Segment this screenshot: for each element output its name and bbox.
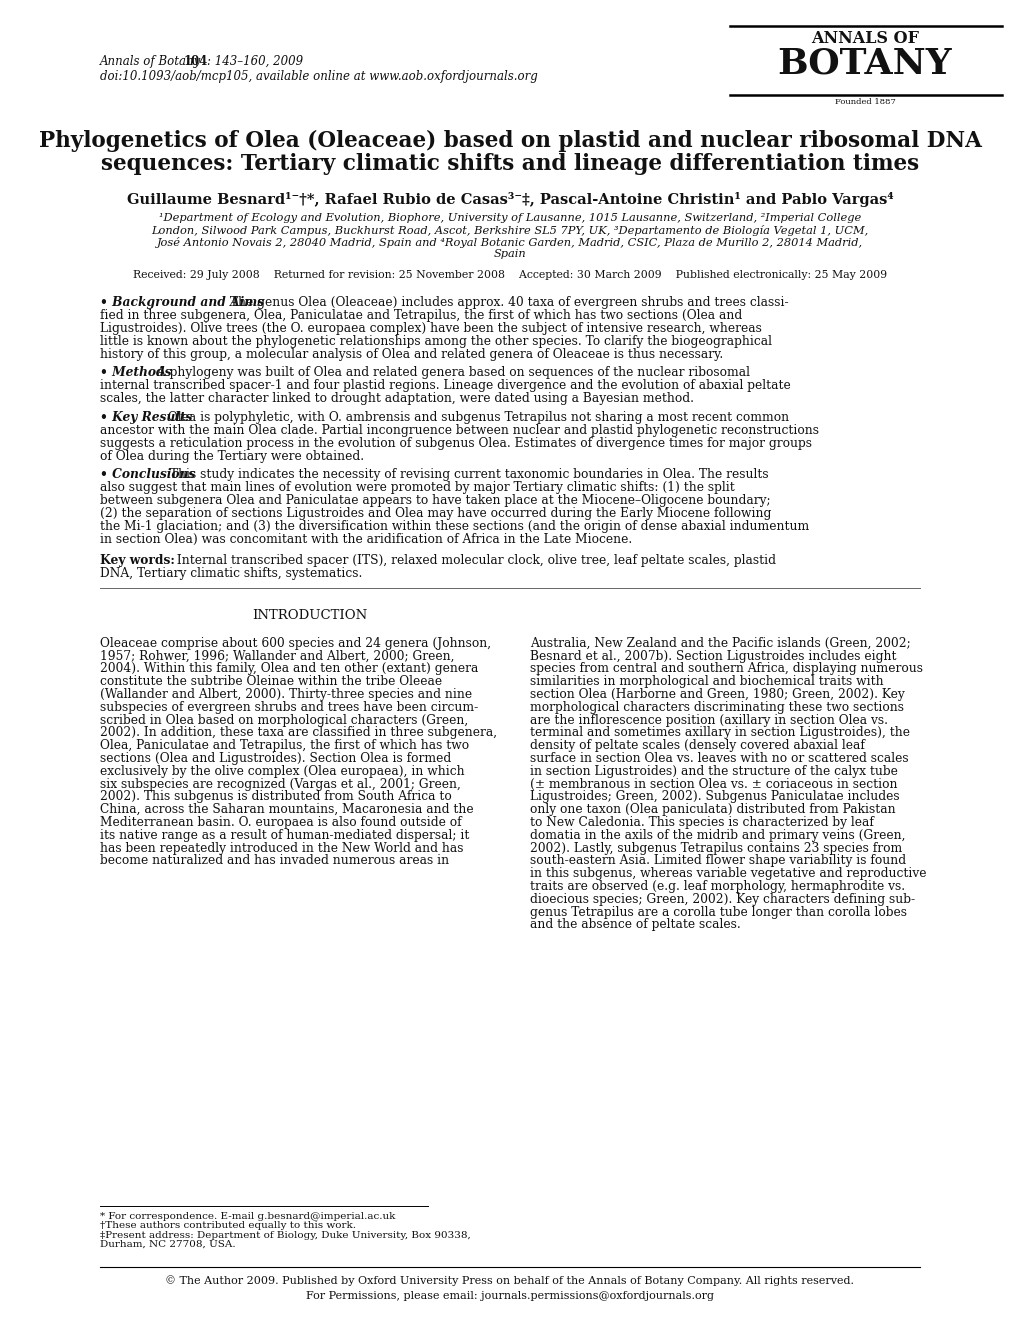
Text: genus Tetrapilus are a corolla tube longer than corolla lobes: genus Tetrapilus are a corolla tube long…: [530, 906, 907, 918]
Text: Besnard et al., 2007b). Section Ligustroides includes eight: Besnard et al., 2007b). Section Ligustro…: [530, 649, 896, 662]
Text: fied in three subgenera, Olea, Paniculatae and Tetrapilus, the first of which ha: fied in three subgenera, Olea, Paniculat…: [100, 309, 742, 321]
Text: suggests a reticulation process in the evolution of subgenus Olea. Estimates of : suggests a reticulation process in the e…: [100, 436, 811, 449]
Text: Key words:: Key words:: [100, 553, 174, 566]
Text: ancestor with the main Olea clade. Partial incongruence between nuclear and plas: ancestor with the main Olea clade. Parti…: [100, 424, 818, 436]
Text: ¹Department of Ecology and Evolution, Biophore, University of Lausanne, 1015 Lau: ¹Department of Ecology and Evolution, Bi…: [159, 213, 860, 223]
Text: has been repeatedly introduced in the New World and has: has been repeatedly introduced in the Ne…: [100, 842, 463, 855]
Text: BOTANY: BOTANY: [776, 47, 952, 82]
Text: 2002). Lastly, subgenus Tetrapilus contains 23 species from: 2002). Lastly, subgenus Tetrapilus conta…: [530, 842, 902, 855]
Text: : 143–160, 2009: : 143–160, 2009: [207, 55, 303, 68]
Text: and the absence of peltate scales.: and the absence of peltate scales.: [530, 918, 741, 931]
Text: (2) the separation of sections Ligustroides and Olea may have occurred during th: (2) the separation of sections Ligustroi…: [100, 507, 770, 520]
Text: exclusively by the olive complex (Olea europaea), in which: exclusively by the olive complex (Olea e…: [100, 765, 464, 778]
Text: Durham, NC 27708, USA.: Durham, NC 27708, USA.: [100, 1241, 235, 1249]
Text: ‡Present address: Department of Biology, Duke University, Box 90338,: ‡Present address: Department of Biology,…: [100, 1230, 470, 1239]
Text: A phylogeny was built of Olea and related genera based on sequences of the nucle: A phylogeny was built of Olea and relate…: [153, 366, 749, 379]
Text: 1957; Rohwer, 1996; Wallander and Albert, 2000; Green,: 1957; Rohwer, 1996; Wallander and Albert…: [100, 649, 454, 662]
Text: This study indicates the necessity of revising current taxonomic boundaries in O: This study indicates the necessity of re…: [166, 468, 768, 481]
Text: similarities in morphological and biochemical traits with: similarities in morphological and bioche…: [530, 676, 883, 689]
Text: Guillaume Besnard¹⁻†*, Rafael Rubio de Casas³⁻‡, Pascal-Antoine Christin¹ and Pa: Guillaume Besnard¹⁻†*, Rafael Rubio de C…: [126, 192, 893, 207]
Text: • Key Results: • Key Results: [100, 411, 193, 424]
Text: 2002). This subgenus is distributed from South Africa to: 2002). This subgenus is distributed from…: [100, 790, 451, 803]
Text: the Mi-1 glaciation; and (3) the diversification within these sections (and the : the Mi-1 glaciation; and (3) the diversi…: [100, 520, 808, 533]
Text: in section Olea) was concomitant with the aridification of Africa in the Late Mi: in section Olea) was concomitant with th…: [100, 533, 632, 545]
Text: sequences: Tertiary climatic shifts and lineage differentiation times: sequences: Tertiary climatic shifts and …: [101, 153, 918, 175]
Text: history of this group, a molecular analysis of Olea and related genera of Oleace: history of this group, a molecular analy…: [100, 348, 722, 361]
Text: Ligustroides; Green, 2002). Subgenus Paniculatae includes: Ligustroides; Green, 2002). Subgenus Pan…: [530, 790, 899, 803]
Text: London, Silwood Park Campus, Buckhurst Road, Ascot, Berkshire SL5 7PY, UK, ³Depa: London, Silwood Park Campus, Buckhurst R…: [151, 225, 868, 236]
Text: doi:10.1093/aob/mcp105, available online at www.aob.oxfordjournals.org: doi:10.1093/aob/mcp105, available online…: [100, 70, 537, 83]
Text: surface in section Olea vs. leaves with no or scattered scales: surface in section Olea vs. leaves with …: [530, 752, 908, 765]
Text: 2004). Within this family, Olea and ten other (extant) genera: 2004). Within this family, Olea and ten …: [100, 662, 478, 676]
Text: (Wallander and Albert, 2000). Thirty-three species and nine: (Wallander and Albert, 2000). Thirty-thr…: [100, 687, 472, 701]
Text: José Antonio Novais 2, 28040 Madrid, Spain and ⁴Royal Botanic Garden, Madrid, CS: José Antonio Novais 2, 28040 Madrid, Spa…: [157, 237, 862, 248]
Text: INTRODUCTION: INTRODUCTION: [253, 608, 367, 622]
Text: Mediterranean basin. O. europaea is also found outside of: Mediterranean basin. O. europaea is also…: [100, 817, 462, 828]
Text: constitute the subtribe Oleinae within the tribe Oleeae: constitute the subtribe Oleinae within t…: [100, 676, 441, 689]
Text: 104: 104: [183, 55, 208, 68]
Text: Oleaceae comprise about 600 species and 24 genera (Johnson,: Oleaceae comprise about 600 species and …: [100, 636, 490, 649]
Text: Australia, New Zealand and the Pacific islands (Green, 2002;: Australia, New Zealand and the Pacific i…: [530, 636, 910, 649]
Text: sections (Olea and Ligustroides). Section Olea is formed: sections (Olea and Ligustroides). Sectio…: [100, 752, 450, 765]
Text: DNA, Tertiary climatic shifts, systematics.: DNA, Tertiary climatic shifts, systemati…: [100, 566, 362, 579]
Text: Founded 1887: Founded 1887: [834, 97, 895, 105]
Text: to New Caledonia. This species is characterized by leaf: to New Caledonia. This species is charac…: [530, 817, 873, 828]
Text: in section Ligustroides) and the structure of the calyx tube: in section Ligustroides) and the structu…: [530, 765, 898, 778]
Text: (± membranous in section Olea vs. ± coriaceous in section: (± membranous in section Olea vs. ± cori…: [530, 777, 897, 790]
Text: of Olea during the Tertiary were obtained.: of Olea during the Tertiary were obtaine…: [100, 449, 364, 462]
Text: Olea is polyphyletic, with O. ambrensis and subgenus Tetrapilus not sharing a mo: Olea is polyphyletic, with O. ambrensis …: [164, 411, 789, 424]
Text: Annals of Botany: Annals of Botany: [100, 55, 201, 68]
Text: scribed in Olea based on morphological characters (Green,: scribed in Olea based on morphological c…: [100, 714, 468, 727]
Text: Phylogenetics of Olea (Oleaceae) based on plastid and nuclear ribosomal DNA: Phylogenetics of Olea (Oleaceae) based o…: [39, 130, 980, 151]
Text: China, across the Saharan mountains, Macaronesia and the: China, across the Saharan mountains, Mac…: [100, 803, 473, 817]
Text: species from central and southern Africa, displaying numerous: species from central and southern Africa…: [530, 662, 922, 676]
Text: • Background and Aims: • Background and Aims: [100, 296, 264, 309]
Text: 2002). In addition, these taxa are classified in three subgenera,: 2002). In addition, these taxa are class…: [100, 727, 496, 739]
Text: terminal and sometimes axillary in section Ligustroides), the: terminal and sometimes axillary in secti…: [530, 727, 910, 739]
Text: become naturalized and has invaded numerous areas in: become naturalized and has invaded numer…: [100, 855, 448, 868]
Text: traits are observed (e.g. leaf morphology, hermaphrodite vs.: traits are observed (e.g. leaf morpholog…: [530, 880, 905, 893]
Text: * For correspondence. E-mail g.besnard@imperial.ac.uk: * For correspondence. E-mail g.besnard@i…: [100, 1212, 395, 1221]
Text: morphological characters discriminating these two sections: morphological characters discriminating …: [530, 701, 904, 714]
Text: Received: 29 July 2008    Returned for revision: 25 November 2008    Accepted: 3: Received: 29 July 2008 Returned for revi…: [132, 270, 887, 281]
Text: • Conclusions: • Conclusions: [100, 468, 195, 481]
Text: are the inflorescence position (axillary in section Olea vs.: are the inflorescence position (axillary…: [530, 714, 888, 727]
Text: south-eastern Asia. Limited flower shape variability is found: south-eastern Asia. Limited flower shape…: [530, 855, 906, 868]
Text: For Permissions, please email: journals.permissions@oxfordjournals.org: For Permissions, please email: journals.…: [306, 1291, 713, 1301]
Text: © The Author 2009. Published by Oxford University Press on behalf of the Annals : © The Author 2009. Published by Oxford U…: [165, 1275, 854, 1285]
Text: Internal transcribed spacer (ITS), relaxed molecular clock, olive tree, leaf pel: Internal transcribed spacer (ITS), relax…: [173, 553, 775, 566]
Text: • Methods: • Methods: [100, 366, 171, 379]
Text: internal transcribed spacer-1 and four plastid regions. Lineage divergence and t: internal transcribed spacer-1 and four p…: [100, 379, 790, 392]
Text: dioecious species; Green, 2002). Key characters defining sub-: dioecious species; Green, 2002). Key cha…: [530, 893, 915, 906]
Text: density of peltate scales (densely covered abaxial leaf: density of peltate scales (densely cover…: [530, 739, 864, 752]
Text: between subgenera Olea and Paniculatae appears to have taken place at the Miocen: between subgenera Olea and Paniculatae a…: [100, 494, 769, 507]
Text: †These authors contributed equally to this work.: †These authors contributed equally to th…: [100, 1221, 356, 1230]
Text: Olea, Paniculatae and Tetrapilus, the first of which has two: Olea, Paniculatae and Tetrapilus, the fi…: [100, 739, 469, 752]
Text: six subspecies are recognized (Vargas et al., 2001; Green,: six subspecies are recognized (Vargas et…: [100, 777, 461, 790]
Text: section Olea (Harborne and Green, 1980; Green, 2002). Key: section Olea (Harborne and Green, 1980; …: [530, 687, 904, 701]
Text: its native range as a result of human-mediated dispersal; it: its native range as a result of human-me…: [100, 828, 469, 842]
Text: also suggest that main lines of evolution were promoted by major Tertiary climat: also suggest that main lines of evolutio…: [100, 481, 734, 494]
Text: Ligustroides). Olive trees (the O. europaea complex) have been the subject of in: Ligustroides). Olive trees (the O. europ…: [100, 321, 761, 335]
Text: scales, the latter character linked to drought adaptation, were dated using a Ba: scales, the latter character linked to d…: [100, 392, 693, 406]
Text: only one taxon (Olea paniculata) distributed from Pakistan: only one taxon (Olea paniculata) distrib…: [530, 803, 895, 817]
Text: ANNALS OF: ANNALS OF: [810, 30, 918, 47]
Text: Spain: Spain: [493, 249, 526, 259]
Text: The genus Olea (Oleaceae) includes approx. 40 taxa of evergreen shrubs and trees: The genus Olea (Oleaceae) includes appro…: [226, 296, 789, 309]
Text: in this subgenus, whereas variable vegetative and reproductive: in this subgenus, whereas variable veget…: [530, 867, 926, 880]
Text: domatia in the axils of the midrib and primary veins (Green,: domatia in the axils of the midrib and p…: [530, 828, 905, 842]
Text: little is known about the phylogenetic relationships among the other species. To: little is known about the phylogenetic r…: [100, 335, 771, 348]
Text: subspecies of evergreen shrubs and trees have been circum-: subspecies of evergreen shrubs and trees…: [100, 701, 478, 714]
